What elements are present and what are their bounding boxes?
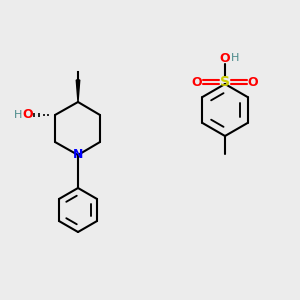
Text: O: O xyxy=(23,109,33,122)
Text: S: S xyxy=(220,75,230,89)
Text: O: O xyxy=(248,76,258,88)
Text: O: O xyxy=(192,76,202,88)
Text: O: O xyxy=(220,52,230,64)
Text: N: N xyxy=(73,148,83,161)
Text: H: H xyxy=(14,110,22,120)
Text: H: H xyxy=(231,53,239,63)
Polygon shape xyxy=(76,80,80,102)
